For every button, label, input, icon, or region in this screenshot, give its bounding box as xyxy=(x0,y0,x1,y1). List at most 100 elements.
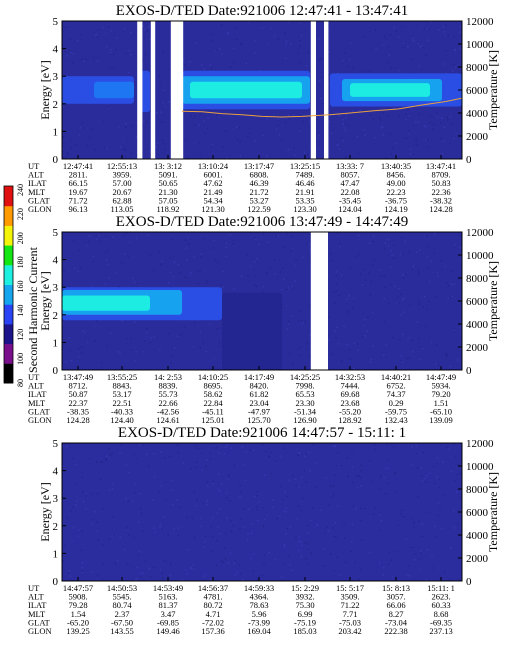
noise-speck xyxy=(189,61,191,63)
noise-speck xyxy=(328,504,330,506)
noise-speck xyxy=(247,533,249,535)
noise-speck xyxy=(268,455,270,458)
noise-speck xyxy=(97,60,99,63)
noise-speck xyxy=(363,36,366,38)
noise-speck xyxy=(363,324,365,327)
noise-speck xyxy=(315,462,317,464)
noise-speck xyxy=(109,489,111,491)
noise-speck xyxy=(364,508,366,510)
noise-speck xyxy=(277,235,279,238)
noise-speck xyxy=(107,249,109,251)
y-tick-label: 2 xyxy=(53,310,59,322)
noise-speck xyxy=(297,454,300,456)
ephemeris-value: 14:32:53 xyxy=(335,372,365,382)
noise-speck xyxy=(375,48,377,50)
noise-speck xyxy=(374,29,377,31)
noise-speck xyxy=(283,278,285,281)
noise-speck xyxy=(301,34,303,37)
noise-speck xyxy=(420,467,423,469)
noise-speck xyxy=(148,26,150,28)
noise-speck xyxy=(279,455,282,457)
noise-speck xyxy=(76,39,79,42)
noise-speck xyxy=(360,485,362,487)
noise-speck xyxy=(146,30,148,32)
noise-speck xyxy=(62,148,64,150)
noise-speck xyxy=(114,563,116,565)
noise-speck xyxy=(403,277,405,279)
noise-speck xyxy=(204,540,206,542)
noise-speck xyxy=(351,541,353,543)
noise-speck xyxy=(398,302,400,305)
y2-tick-label: 8000 xyxy=(466,62,489,74)
noise-speck xyxy=(217,526,219,528)
ephemeris-value: 8057. xyxy=(340,170,359,180)
plot-area xyxy=(62,232,462,370)
noise-speck xyxy=(116,37,118,39)
noise-speck xyxy=(285,42,287,45)
noise-speck xyxy=(347,313,349,315)
ephemeris-value: 13:55:25 xyxy=(107,372,137,382)
noise-speck xyxy=(192,568,195,570)
noise-speck xyxy=(141,512,143,515)
noise-speck xyxy=(316,523,319,526)
ephemeris-value: -73.04 xyxy=(385,617,408,627)
ephemeris-value: 13:47:41 xyxy=(426,161,456,171)
noise-speck xyxy=(118,125,120,128)
noise-speck xyxy=(128,71,130,73)
noise-speck xyxy=(103,147,105,149)
ephemeris-value: 128.92 xyxy=(338,415,361,425)
ephemeris-value: 15:11: 1 xyxy=(427,583,455,593)
noise-speck xyxy=(124,548,126,551)
noise-speck xyxy=(161,573,163,575)
noise-speck xyxy=(417,300,420,303)
noise-speck xyxy=(426,474,428,477)
noise-speck xyxy=(413,521,415,524)
noise-speck xyxy=(82,562,84,564)
noise-speck xyxy=(348,295,350,297)
noise-speck xyxy=(185,239,187,241)
noise-speck xyxy=(236,139,239,141)
colorbar-tick-label: 120 xyxy=(16,329,25,341)
noise-speck xyxy=(153,269,155,272)
ephemeris-value: 80.72 xyxy=(203,600,222,610)
noise-speck xyxy=(332,445,335,447)
noise-speck xyxy=(186,277,188,279)
noise-speck xyxy=(92,493,94,495)
noise-speck xyxy=(127,255,130,257)
noise-speck xyxy=(225,242,228,244)
noise-speck xyxy=(390,559,392,561)
noise-speck xyxy=(432,465,435,468)
noise-speck xyxy=(62,106,64,108)
ephemeris-value: 122.59 xyxy=(247,204,270,214)
noise-speck xyxy=(193,256,195,258)
noise-speck xyxy=(335,290,337,292)
noise-speck xyxy=(227,475,230,477)
noise-speck xyxy=(240,518,242,520)
noise-speck xyxy=(445,353,448,355)
noise-speck xyxy=(344,561,347,564)
noise-speck xyxy=(282,246,284,249)
noise-speck xyxy=(233,239,235,241)
noise-speck xyxy=(326,526,328,528)
ephemeris-value: 62.88 xyxy=(112,195,131,205)
noise-speck xyxy=(83,60,85,62)
noise-speck xyxy=(272,499,274,501)
noise-speck xyxy=(441,152,443,155)
ephemeris-row-label: UT xyxy=(28,372,40,382)
noise-speck xyxy=(400,313,402,316)
y-tick-label: 5 xyxy=(53,438,59,450)
noise-speck xyxy=(143,340,145,342)
noise-speck xyxy=(274,273,276,275)
noise-speck xyxy=(125,343,128,345)
noise-speck xyxy=(411,446,413,448)
noise-speck xyxy=(239,572,242,575)
noise-speck xyxy=(372,443,375,445)
noise-speck xyxy=(105,46,108,48)
noise-speck xyxy=(224,130,227,132)
noise-speck xyxy=(370,358,372,361)
y2-tick-label: 2000 xyxy=(466,553,489,565)
noise-speck xyxy=(444,34,446,36)
noise-speck xyxy=(185,139,187,141)
y-tick-label: 5 xyxy=(53,16,59,28)
plot-area xyxy=(62,443,462,581)
